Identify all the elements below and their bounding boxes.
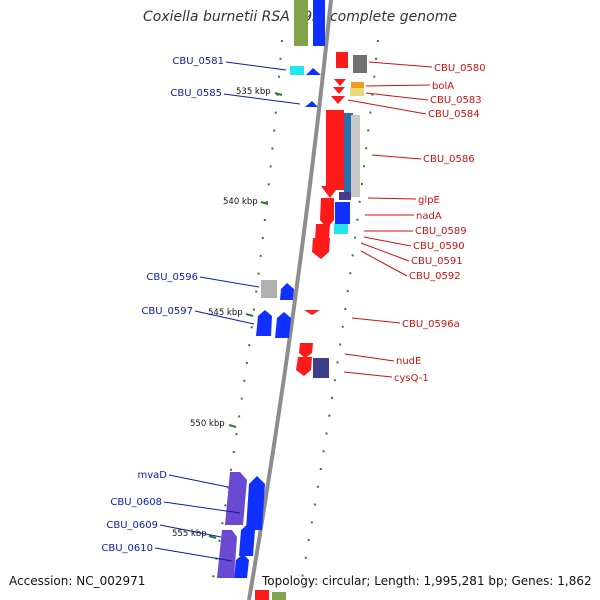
scale-tick-label: 540 kbp — [223, 197, 258, 207]
scale-tick-label: 535 kbp — [236, 87, 271, 97]
gene-label: CBU_0584 — [428, 109, 480, 120]
gene-label: CBU_0609 — [106, 520, 158, 531]
gene-label: CBU_0596 — [146, 272, 198, 283]
scale-ticks: 535 kbp 540 kbp 545 kbp 550 kbp 555 kbp — [172, 87, 283, 539]
gene-label: CBU_0590 — [413, 241, 465, 252]
reverse-strand-features — [296, 52, 367, 378]
gene-label: mvaD — [138, 470, 168, 481]
gene-label: nudE — [396, 356, 421, 367]
gene-label: CBU_0592 — [409, 271, 461, 282]
gene-label: cysQ-1 — [394, 373, 429, 384]
accession-text: Accession: NC_002971 — [9, 574, 146, 588]
gene-label: CBU_0581 — [172, 56, 224, 67]
reverse-gene-labels: CBU_0580 bolA CBU_0583 CBU_0584 CBU_0586… — [343, 61, 486, 384]
gene-label: bolA — [432, 81, 454, 92]
gene-label: CBU_0585 — [170, 88, 222, 99]
gene-label: CBU_0580 — [434, 63, 486, 74]
genome-summary-text: Topology: circular; Length: 1,995,281 bp… — [262, 574, 592, 588]
gene-label: CBU_0589 — [415, 226, 467, 237]
forward-gene-labels: CBU_0581 CBU_0585 CBU_0596 CBU_0597 mvaD… — [101, 56, 301, 562]
scale-tick-label: 545 kbp — [208, 308, 243, 318]
gene-label: CBU_0608 — [110, 497, 162, 508]
gene-label: glpE — [418, 195, 440, 206]
gene-label: CBU_0586 — [423, 154, 475, 165]
gene-label: CBU_0596a — [402, 319, 460, 330]
gene-label: CBU_0597 — [141, 306, 193, 317]
dotted-guides — [210, 39, 379, 591]
gene-label: CBU_0591 — [411, 256, 463, 267]
forward-strand-features — [217, 0, 325, 600]
gene-label: CBU_0610 — [101, 543, 153, 554]
gene-label: nadA — [416, 211, 442, 222]
scale-tick-label: 555 kbp — [172, 529, 207, 539]
gene-label: CBU_0583 — [430, 95, 482, 106]
scale-tick-label: 550 kbp — [190, 419, 225, 429]
